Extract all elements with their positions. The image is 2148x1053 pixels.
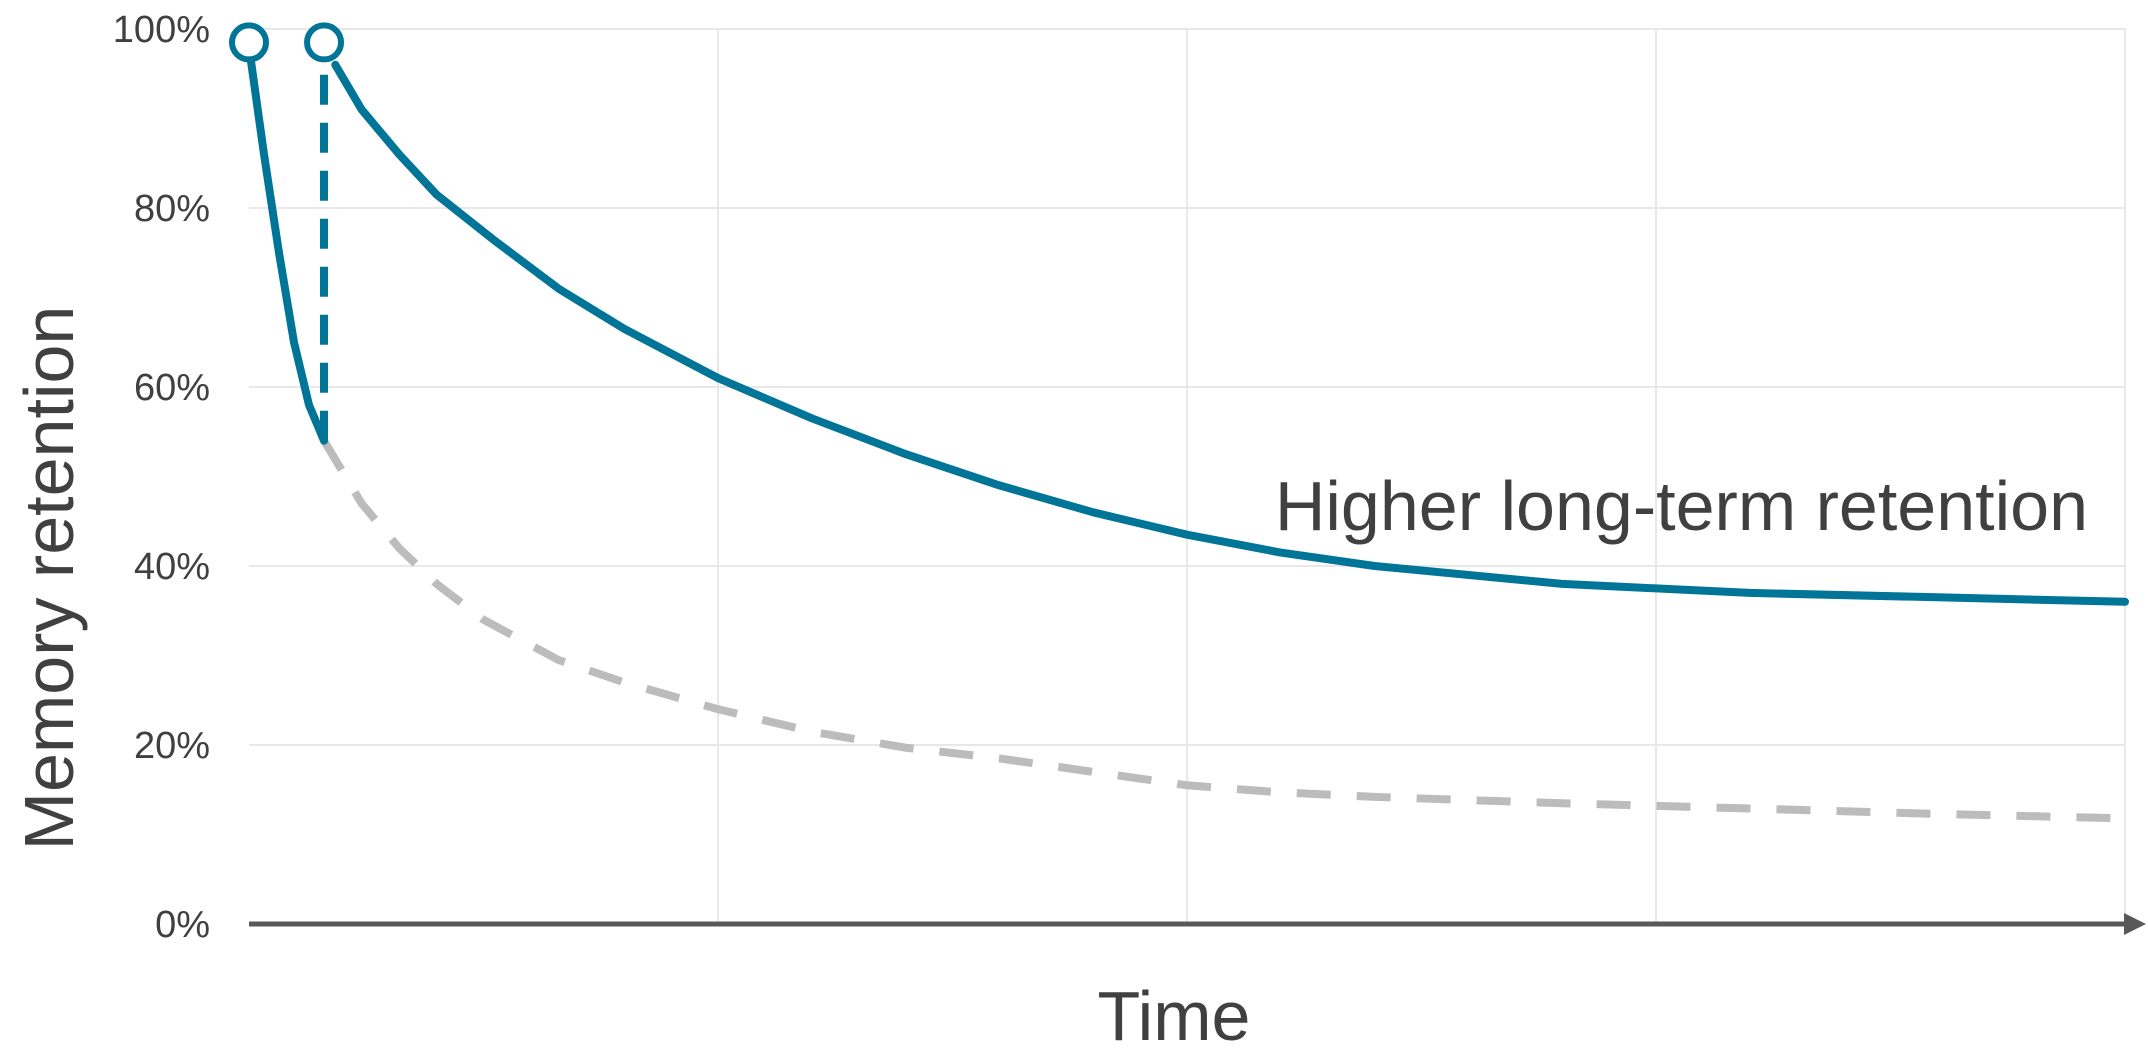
retention-curve: [331, 60, 2129, 606]
x-axis-title: Time: [1098, 977, 1251, 1053]
x-axis-arrow-icon: [2124, 913, 2146, 935]
y-axis-ticks: 0% 20% 40% 60% 80% 100%: [113, 9, 210, 946]
y-tick-label: 0%: [155, 904, 210, 946]
grid: [249, 28, 2126, 924]
y-axis-title: Memory retention: [10, 306, 88, 851]
baseline-forgetting-curve: [320, 438, 2126, 823]
review-point-marker: [304, 22, 345, 63]
series-layer: [245, 42, 2129, 823]
y-tick-label: 80%: [134, 188, 210, 230]
review-point-marker: [229, 22, 269, 63]
y-tick-label: 40%: [134, 546, 210, 588]
y-tick-label: 20%: [134, 725, 210, 767]
retention-curve: [245, 42, 328, 445]
y-tick-label: 60%: [134, 367, 210, 409]
markers: [229, 22, 345, 63]
annotation-label: Higher long-term retention: [1275, 467, 2088, 545]
x-axis: [249, 913, 2146, 935]
y-tick-label: 100%: [113, 9, 210, 51]
